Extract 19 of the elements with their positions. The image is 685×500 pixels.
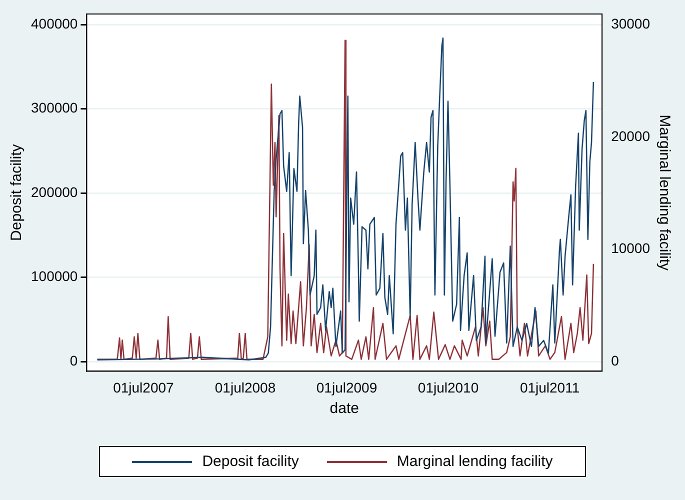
legend-label: Deposit facility	[202, 453, 299, 470]
y-tick-label: 200000	[31, 184, 78, 200]
x-tick-label: 01jul2011	[520, 379, 580, 396]
x-tick-label: 01jul2007	[113, 379, 174, 396]
y2-tick-label: 0	[611, 352, 620, 368]
y2-tick-label: 10000	[611, 240, 650, 256]
legend-label: Marginal lending facility	[396, 453, 553, 470]
x-tick-label: 01jul2009	[316, 379, 378, 396]
y-tick-label: 100000	[31, 268, 78, 284]
x-tick-label: 01jul2010	[418, 379, 479, 396]
y-tick-label: 300000	[31, 100, 78, 116]
x-tick-label: 01jul2008	[214, 379, 276, 396]
y2-tick-label: 20000	[611, 128, 650, 144]
y-axis-title: Deposit facility	[8, 144, 26, 241]
x-axis-title: date	[330, 400, 359, 418]
y-tick-label: 400000	[31, 15, 78, 32]
y-tick-label: 0	[70, 352, 78, 368]
y2-tick-label: 30000	[611, 16, 650, 32]
y2-axis-title: Marginal lending facility	[656, 114, 673, 272]
